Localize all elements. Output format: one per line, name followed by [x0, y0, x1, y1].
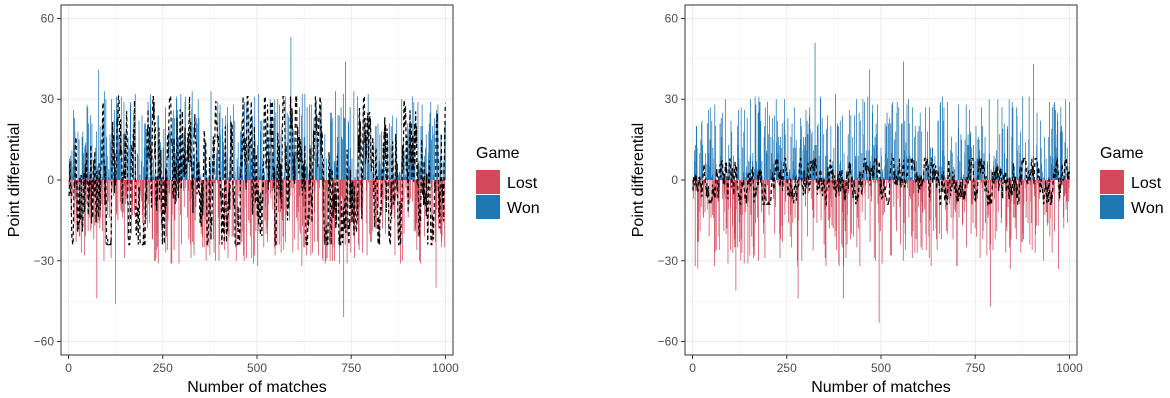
y-tick-label: −30 [658, 254, 679, 268]
x-axis-title: Number of matches [811, 379, 951, 396]
y-tick-label: −30 [34, 254, 55, 268]
bars [692, 42, 1070, 323]
x-tick-label: 500 [247, 361, 267, 375]
x-axis-title: Number of matches [187, 379, 327, 396]
y-tick-label: 0 [671, 173, 678, 187]
x-tick-label: 1000 [1056, 361, 1083, 375]
y-tick-label: −60 [34, 335, 55, 349]
x-tick-label: 750 [965, 361, 985, 375]
x-tick-label: 1000 [432, 361, 459, 375]
y-tick-label: 30 [665, 92, 679, 106]
y-tick-label: 60 [665, 11, 679, 25]
legend-title: Game [476, 145, 520, 162]
legend-key-lost [1100, 170, 1124, 194]
legend-label-won: Won [1131, 200, 1164, 217]
legend-key-won [1100, 195, 1124, 219]
y-tick-label: 60 [41, 11, 55, 25]
y-tick-label: 0 [47, 173, 54, 187]
trend-line-dashed [692, 157, 1071, 207]
x-tick-label: 0 [65, 361, 72, 375]
legend-label-lost: Lost [507, 175, 538, 192]
legend: Game Lost Won [476, 145, 540, 219]
x-tick-label: 0 [689, 361, 696, 375]
x-tick-label: 500 [871, 361, 891, 375]
legend-label-lost: Lost [1131, 175, 1162, 192]
legend-label-won: Won [507, 200, 540, 217]
legend-title: Game [1100, 145, 1144, 162]
x-tick-label: 250 [153, 361, 173, 375]
y-axis-title: Point differential [630, 123, 647, 237]
chart-panel-2: 0 250 500 750 1000 −60 −30 0 30 60 Number of match… [630, 4, 1164, 396]
chart-panel-1: 0 250 500 750 1000 −60 −30 0 30 60 Number of match… [6, 4, 540, 396]
x-tick-label: 250 [777, 361, 797, 375]
legend-key-lost [476, 170, 500, 194]
legend: Game Lost Won [1100, 145, 1164, 219]
y-tick-label: 30 [41, 92, 55, 106]
y-axis-title: Point differential [6, 123, 23, 237]
x-tick-label: 750 [341, 361, 361, 375]
y-tick-label: −60 [658, 335, 679, 349]
legend-key-won [476, 195, 500, 219]
trend-line-dashed [68, 94, 447, 246]
